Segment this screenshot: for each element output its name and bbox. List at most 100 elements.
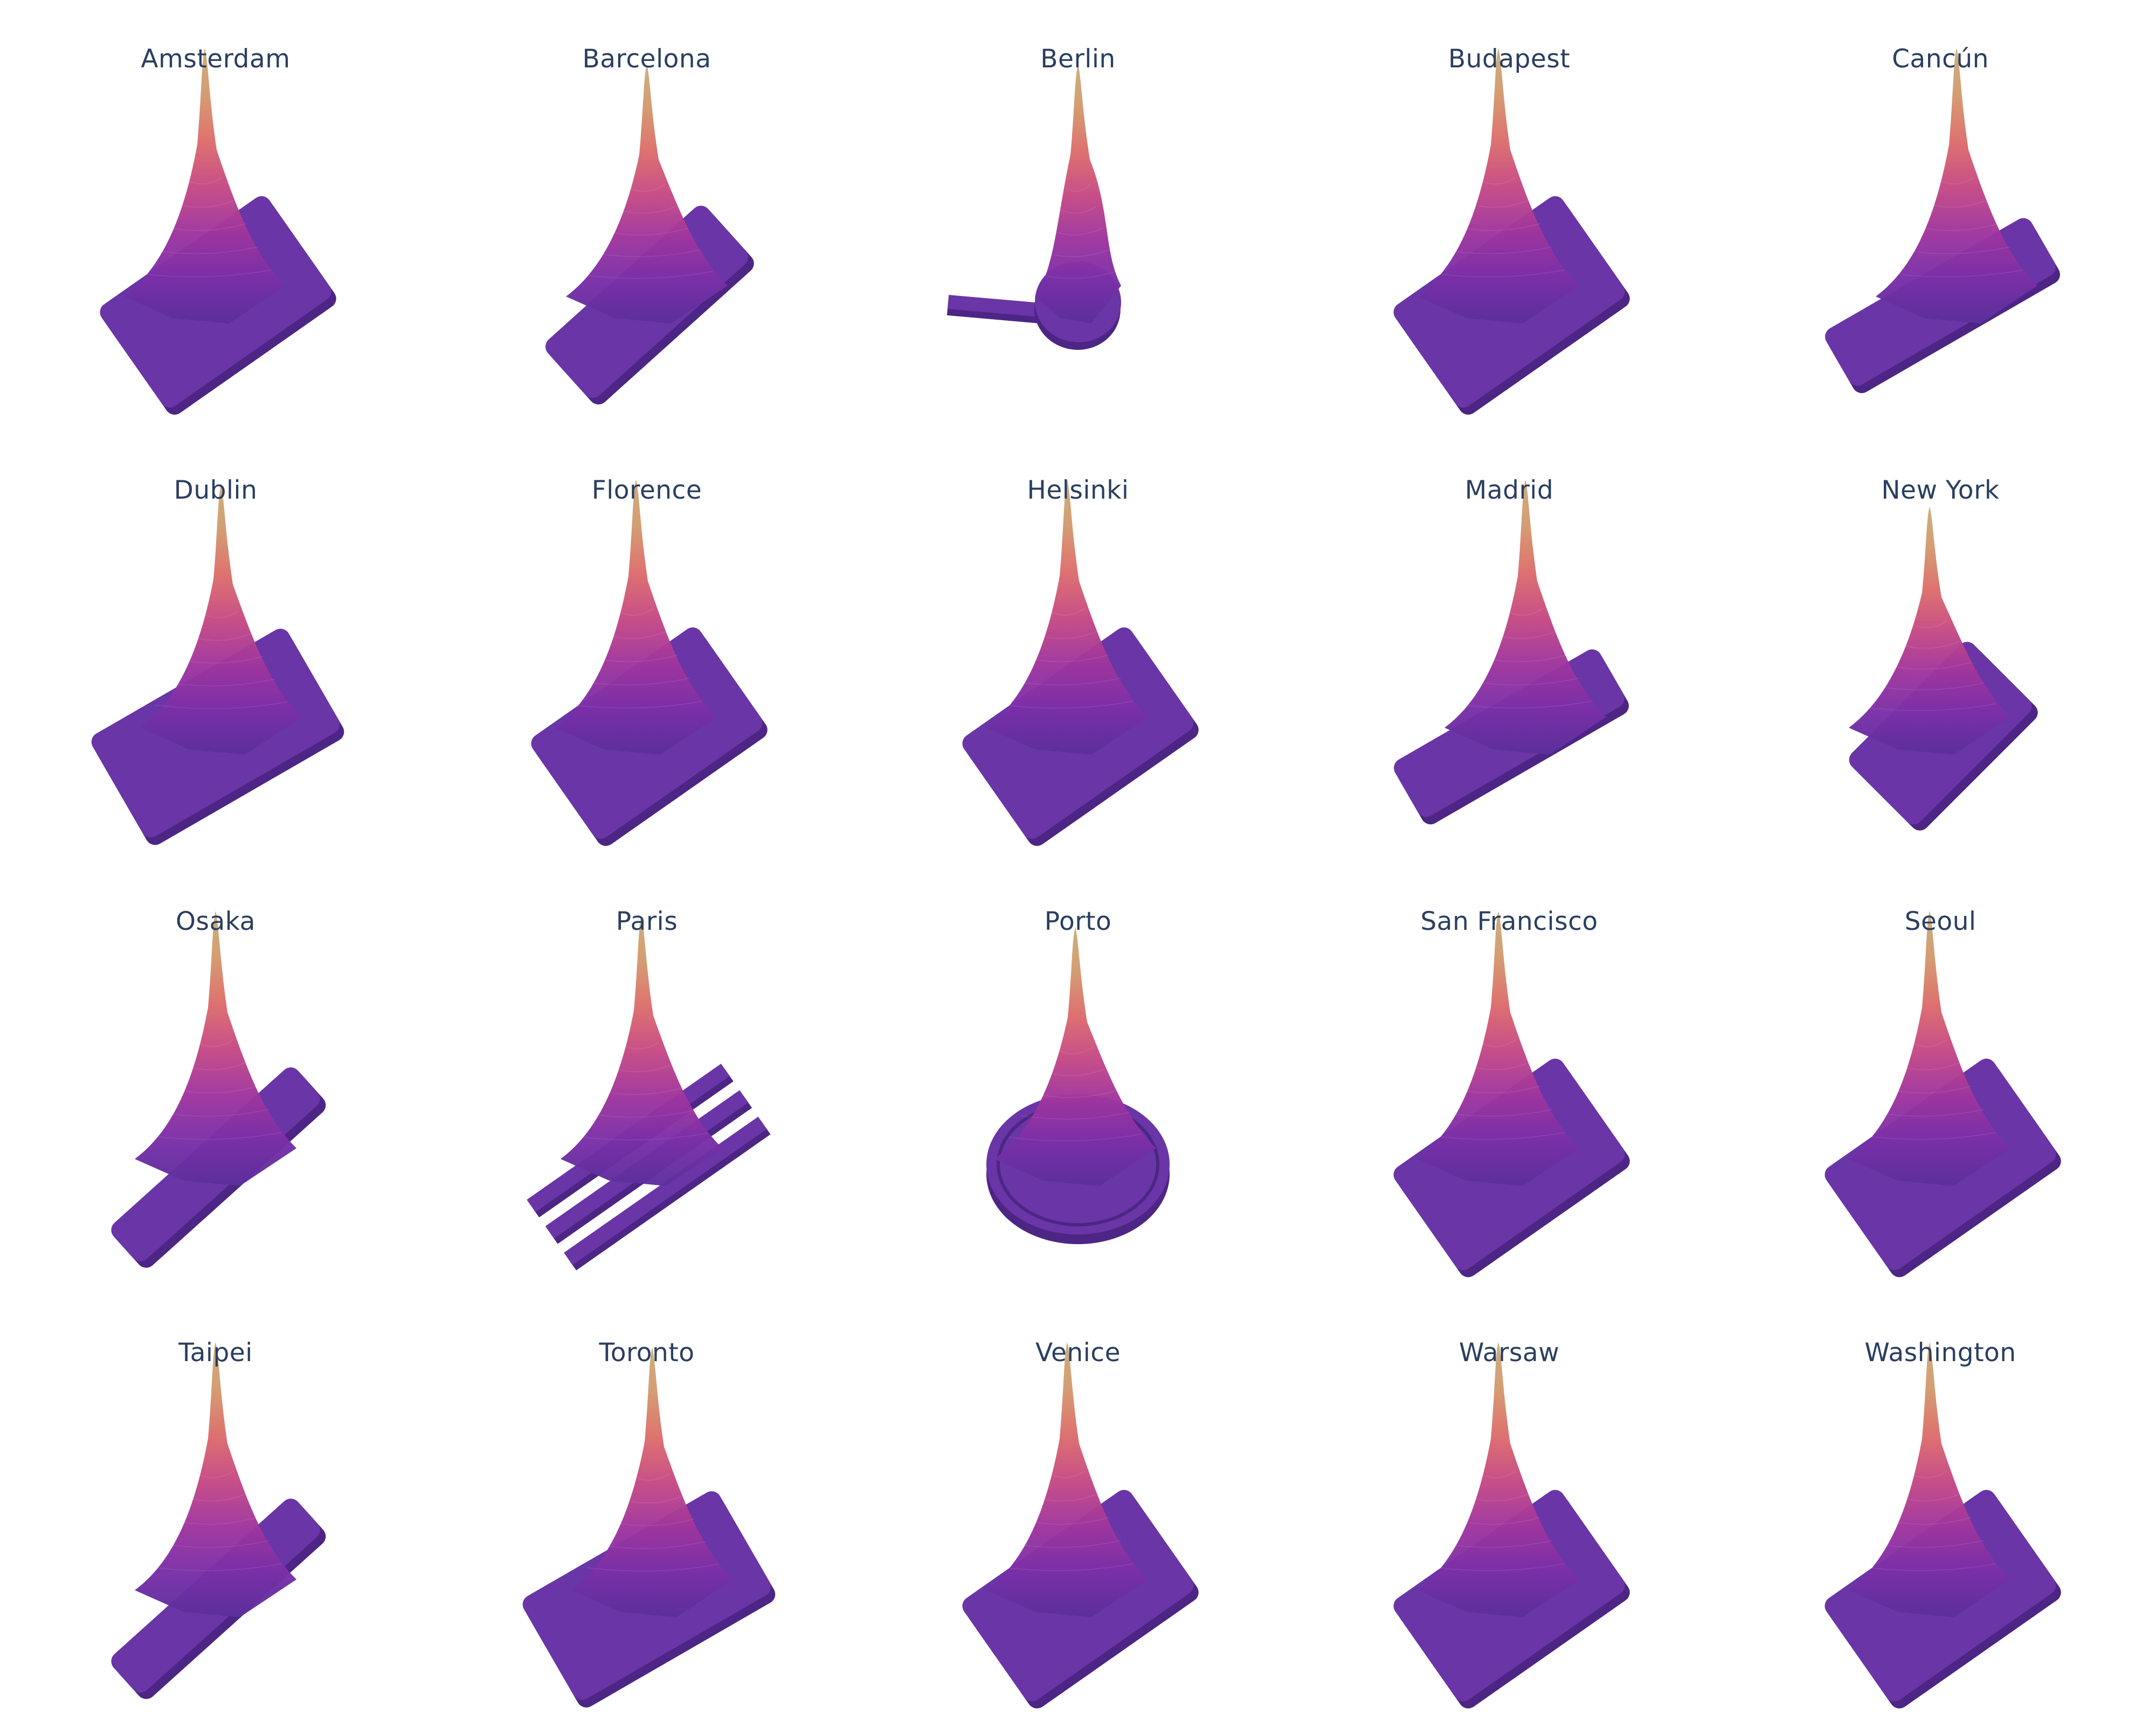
density-peak [1418,49,1579,323]
surface-mesh-line [1481,176,1517,185]
surface-plot [1394,480,1629,825]
surface-mesh-line [1899,1062,1960,1071]
density-peak [555,480,717,755]
surface-mesh-line [150,246,259,254]
city-panel: Dublin [0,431,431,862]
surface-plot [527,916,771,1271]
surface-mesh-line [1053,227,1103,236]
surface-mesh-line [139,269,271,278]
surface-plot [1393,911,1630,1278]
density-peak [1445,480,1606,755]
city-panel: Amsterdam [0,0,431,431]
density-peak [1849,1342,2010,1617]
surface-plot [531,480,768,846]
panel-title: Dublin [174,475,258,505]
surface-mesh-line [1459,700,1592,709]
surface-mesh-line [1046,249,1110,258]
surface-mesh-line [1049,1470,1086,1479]
surface-mesh-line [185,1062,246,1071]
surface-mesh-line [1468,1493,1529,1502]
surface-mesh-line [185,1493,246,1502]
density-peak [1418,1342,1579,1617]
surface-mesh-line [1040,271,1116,279]
surface-mesh-line [1899,1493,1960,1502]
surface-plot [111,911,326,1268]
surface-mesh-line [1888,661,1972,670]
surface-mesh-line [1875,1540,1984,1548]
surface-mesh-line [174,1085,258,1094]
surface-plot [946,65,1121,350]
density-peak [1418,911,1579,1186]
panel-title: New York [1881,475,2000,505]
surface-plot [1393,49,1630,415]
city-panel: Venice [862,1294,1294,1725]
density-peak [1876,49,2037,323]
city-panel: Barcelona [431,0,862,431]
panel-title: Porto [1044,907,1112,936]
surface-mesh-line [1912,1470,1948,1479]
panel-title: Florence [591,475,702,505]
surface-mesh-line [1013,1540,1122,1548]
surface-mesh-line [575,1132,708,1141]
surface-mesh-line [599,1087,683,1095]
surface-mesh-line [1033,1090,1117,1098]
surface-mesh-line [592,249,701,258]
surface-mesh-line [581,271,713,279]
panel-title: Seoul [1904,907,1977,936]
density-peak [561,916,722,1186]
surface-mesh-line [198,1039,234,1047]
city-panel: Madrid [1294,431,1725,862]
surface-mesh-line [1875,682,1984,691]
panel-title: Amsterdam [141,44,291,74]
surface-mesh-line [1912,620,1948,629]
city-panel: Berlin [862,0,1294,431]
surface-mesh-line [570,700,702,709]
panel-title: Warsaw [1459,1338,1560,1368]
surface-mesh-line [1939,176,1975,185]
density-peak [1849,911,2010,1186]
surface-plot [1825,911,2061,1278]
city-panel: Porto [862,862,1294,1294]
surface-mesh-line [1045,1068,1105,1077]
surface-mesh-line [622,1495,682,1504]
surface-mesh-line [1888,1085,1972,1094]
surface-mesh-line [1001,700,1134,709]
surface-mesh-line [1025,654,1109,663]
density-peak [986,1342,1148,1617]
surface-mesh-line [179,656,263,664]
panel-title: Venice [1035,1338,1121,1368]
surface-mesh-line [174,1516,258,1525]
city-panel: San Francisco [1294,862,1725,1294]
surface-mesh-line [1890,269,2023,278]
surface-mesh-line [203,610,239,618]
surface-mesh-line [175,199,235,208]
surface-mesh-line [1432,1131,1565,1140]
surface-mesh-line [149,1563,282,1571]
surface-plot [100,49,336,415]
surface-mesh-line [586,1563,718,1572]
surface-mesh-line [1495,631,1556,639]
surface-mesh-line [1471,677,1580,686]
surface-plot [1825,1342,2061,1709]
panel-title: Paris [616,907,678,936]
base-top [564,1116,767,1265]
surface-plot [522,1348,776,1708]
panel-title: Washington [1864,1338,2016,1368]
surface-mesh-line [594,654,678,663]
surface-plot [962,480,1199,846]
city-panel: Cancún [1725,0,2156,431]
surface-plot [1393,1342,1630,1709]
surface-mesh-line [1444,1540,1553,1548]
surface-mesh-line [1888,1516,1972,1525]
city-panel: Florence [431,431,862,862]
density-peak [571,1348,733,1617]
panel-title: Helsinki [1027,475,1129,505]
surface-plot [1849,507,2038,831]
surface-mesh-line [149,1131,282,1140]
surface-mesh-line [1021,1112,1130,1120]
surface-mesh-line [1025,1516,1109,1525]
panel-title: Madrid [1464,475,1554,505]
city-panel: Helsinki [862,431,1294,862]
city-panel: Toronto [431,1294,862,1725]
